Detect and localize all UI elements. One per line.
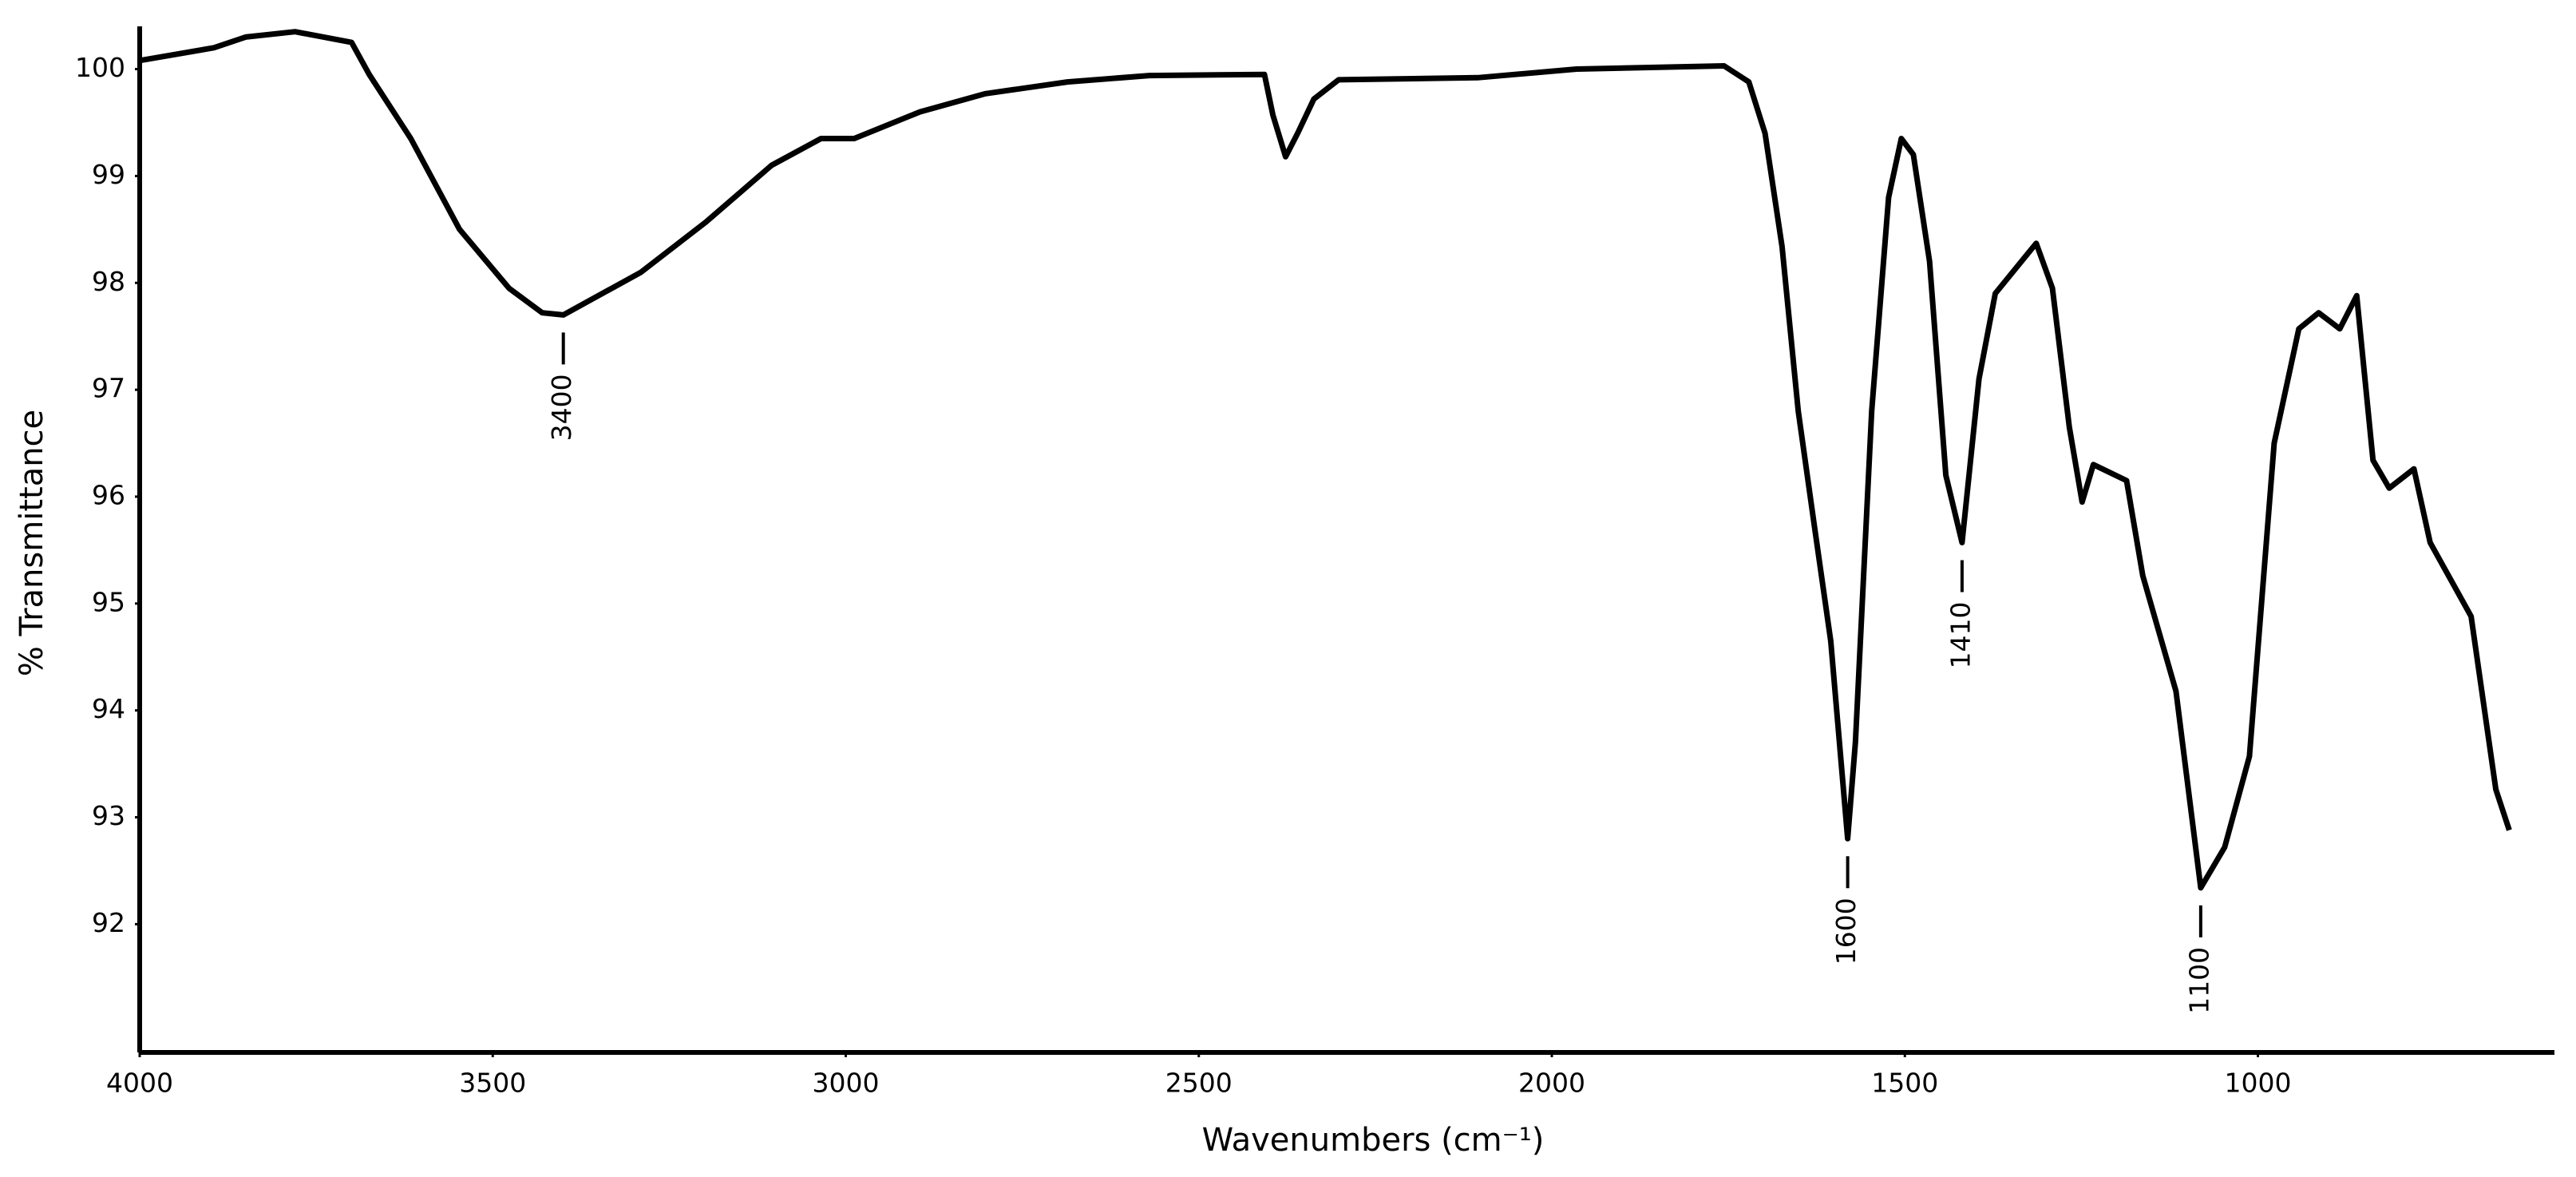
peak-label: 3400 — [546, 374, 577, 441]
peak-label: 1600 — [1830, 898, 1862, 965]
y-tick-label: 92 — [92, 907, 125, 938]
x-tick-label: 3500 — [459, 1068, 526, 1099]
y-tick-label: 96 — [92, 479, 125, 510]
spectrum-line — [139, 29, 2512, 891]
y-tick-label: 94 — [92, 693, 125, 724]
x-tick-label: 2000 — [1518, 1068, 1585, 1099]
peak-label: 1100 — [2183, 947, 2214, 1014]
x-tick-label: 1500 — [1871, 1068, 1938, 1099]
x-tick-label: 1000 — [2225, 1068, 2292, 1099]
peak-label: 1410 — [1945, 602, 1976, 669]
y-tick-label: 95 — [92, 586, 125, 617]
y-tick-label: 93 — [92, 800, 125, 831]
x-tick-label: 2500 — [1165, 1068, 1233, 1099]
y-axis-title: % Transmittance — [14, 410, 50, 676]
x-tick-label: 3000 — [813, 1068, 880, 1099]
y-tick-label: 100 — [75, 52, 125, 83]
y-tick-label: 97 — [92, 373, 125, 404]
x-tick-label: 4000 — [106, 1068, 173, 1099]
x-axis-title: Wavenumbers (cm⁻¹) — [1202, 1122, 1545, 1159]
y-tick-label: 99 — [92, 159, 125, 190]
y-tick-label: 98 — [92, 266, 125, 297]
